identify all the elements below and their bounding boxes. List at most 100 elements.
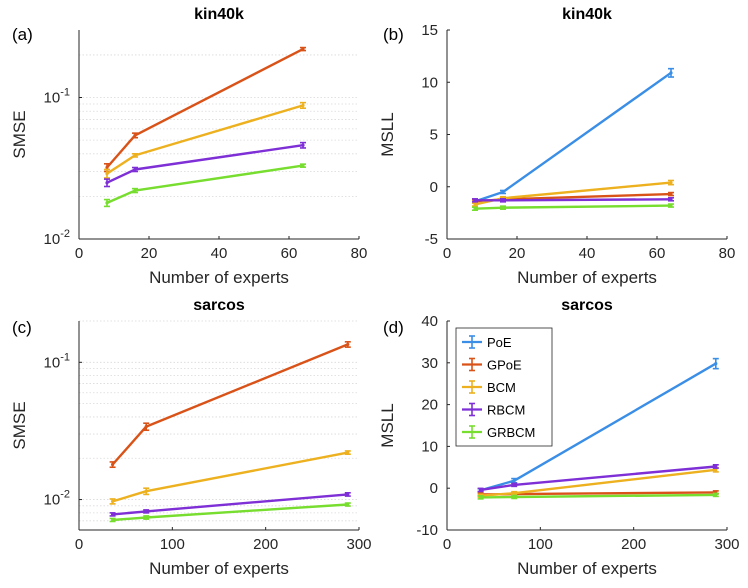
- x-tick-label: 60: [281, 245, 298, 262]
- data-point: [473, 198, 477, 202]
- data-point: [105, 201, 109, 205]
- y-axis-label: MSLL: [378, 403, 397, 447]
- series-bcm: [109, 450, 351, 505]
- y-tick-label: 10-1: [44, 351, 70, 371]
- data-point: [144, 425, 148, 429]
- data-point: [111, 518, 115, 522]
- data-point: [512, 495, 516, 499]
- data-point: [111, 499, 115, 503]
- data-point: [512, 479, 516, 483]
- y-axis-label: SMSE: [10, 401, 29, 449]
- data-point: [714, 464, 718, 469]
- data-point: [479, 488, 483, 492]
- panel-label: (c): [12, 318, 32, 337]
- panel-b: 0 20 40 60 80 -5 0 5 10 15 kin40k Number of experts…: [378, 6, 735, 287]
- y-axis-label: SMSE: [10, 110, 29, 158]
- legend-label: GRBCM: [487, 425, 535, 440]
- data-point: [512, 491, 516, 495]
- y-tick-exponent: -2: [60, 228, 70, 240]
- data-point: [473, 202, 477, 207]
- y-tick-label: 10-2: [44, 228, 70, 248]
- data-point: [714, 493, 718, 497]
- y-tick-label: 5: [430, 127, 438, 144]
- data-point: [473, 207, 477, 211]
- data-point: [501, 198, 505, 202]
- legend-label: RBCM: [487, 403, 525, 418]
- data-point: [133, 188, 137, 193]
- data-point: [669, 197, 673, 201]
- x-tick-label: 80: [351, 245, 368, 262]
- data-point: [301, 143, 305, 147]
- data-point: [479, 495, 483, 499]
- legend-item-rbcm: RBCM: [462, 403, 525, 418]
- data-point: [669, 203, 673, 208]
- series-grbcm: [104, 163, 306, 208]
- legend-item-poe: PoE: [462, 335, 512, 350]
- y-tick-label: 20: [421, 397, 438, 414]
- x-tick-label: 0: [443, 245, 451, 262]
- plot-area: [79, 30, 359, 239]
- panel-label: (a): [12, 25, 33, 44]
- chart-title: kin40k: [194, 6, 244, 23]
- chart-title: sarcos: [561, 297, 613, 314]
- y-tick-label: 15: [421, 22, 438, 39]
- data-point: [512, 483, 516, 487]
- data-point: [301, 164, 305, 168]
- legend: PoE GPoE BCM RBCM GRBCM: [455, 327, 553, 447]
- x-tick-label: 40: [211, 245, 228, 262]
- series-rbcm: [477, 463, 719, 493]
- series-gpoe: [104, 46, 306, 173]
- x-tick-label: 60: [649, 245, 666, 262]
- data-point: [111, 512, 115, 516]
- x-tick-label: 200: [253, 536, 278, 553]
- x-axis-label: Number of experts: [517, 559, 657, 578]
- y-tick-label: 0: [430, 179, 438, 196]
- data-point: [144, 489, 148, 493]
- data-point: [105, 171, 109, 176]
- data-point: [111, 462, 115, 467]
- y-tick-label: 30: [421, 355, 438, 372]
- y-tick-label: 10-1: [44, 87, 70, 107]
- data-point: [501, 206, 505, 210]
- series-bcm: [104, 101, 306, 179]
- data-point: [133, 167, 137, 172]
- legend-item-grbcm: GRBCM: [462, 425, 535, 440]
- plot-area: [79, 321, 359, 530]
- panel-label: (d): [383, 318, 404, 337]
- minor-gridlines: [79, 54, 359, 240]
- data-point: [133, 133, 137, 137]
- legend-label: GPoE: [487, 358, 522, 373]
- data-point: [346, 492, 350, 497]
- data-point: [301, 47, 305, 51]
- x-axis-label: Number of experts: [149, 559, 289, 578]
- x-tick-label: 20: [509, 245, 526, 262]
- data-point: [714, 468, 718, 472]
- data-point: [144, 515, 148, 520]
- data-point: [301, 103, 305, 107]
- series-grbcm: [477, 492, 719, 500]
- chart-title: kin40k: [562, 6, 612, 23]
- y-tick-exponent: -1: [60, 351, 70, 363]
- series-grbcm: [109, 502, 351, 523]
- data-point: [501, 190, 505, 194]
- data-point: [105, 181, 109, 185]
- panel-d: 0 100 200 300 -10 0 10 20 30 40 sarcos Number of ex…: [378, 297, 740, 578]
- y-tick-label: -10: [416, 522, 438, 539]
- chart-title: sarcos: [193, 297, 245, 314]
- series-rbcm: [109, 491, 351, 517]
- x-tick-label: 20: [141, 245, 158, 262]
- legend-label: BCM: [487, 380, 516, 395]
- data-point: [669, 192, 673, 196]
- data-point: [714, 362, 718, 366]
- series-gpoe: [109, 341, 351, 469]
- data-point: [144, 509, 148, 513]
- data-point: [105, 165, 109, 170]
- y-tick-exponent: -2: [60, 489, 70, 501]
- x-tick-label: 0: [75, 245, 83, 262]
- y-tick-label: 10: [421, 438, 438, 455]
- x-axis-label: Number of experts: [517, 268, 657, 287]
- legend-item-bcm: BCM: [462, 380, 516, 395]
- panel-label: (b): [383, 25, 404, 44]
- y-tick-base: 10: [44, 231, 61, 248]
